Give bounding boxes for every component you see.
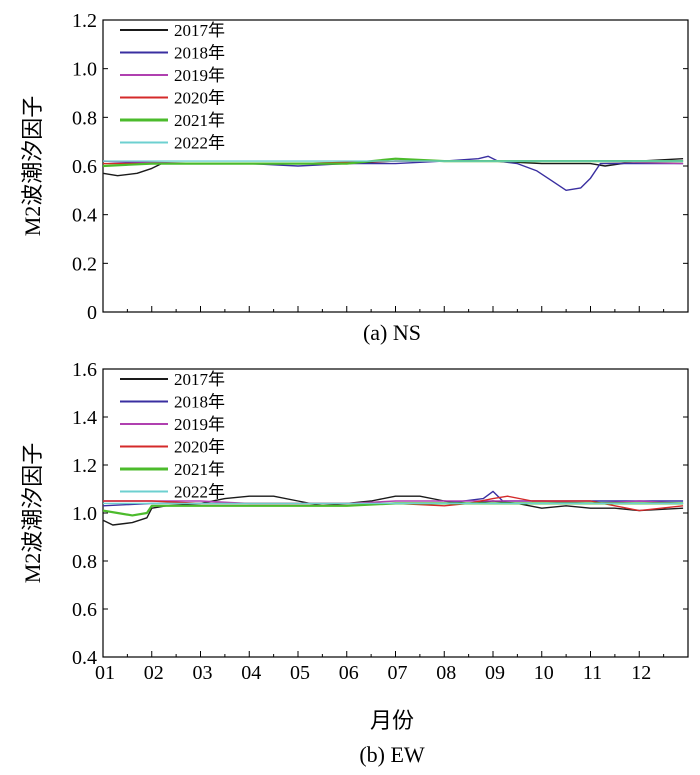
- legend-label: 2018年: [174, 393, 225, 412]
- plot-frame: [102, 19, 689, 313]
- y-tick-label: 0.8: [72, 107, 97, 129]
- legend-label: 2019年: [174, 66, 225, 85]
- y-tick-label: 0.6: [72, 599, 97, 621]
- legend-label: 2022年: [174, 483, 225, 502]
- chart-panel-ns: 0 0.2 0.4 0.6 0.8 1.0 1.2 M2波潮汐因子 2017年 2018年 2019…: [20, 10, 689, 345]
- y-axis-label: M2波潮汐因子: [20, 443, 45, 584]
- x-tick-label: 04: [241, 662, 261, 684]
- chart-panel-ew: 0.4 0.6 0.8 1.0 1.2 1.4 1.6 01 02 03 04 05 06 07 08 09 1…: [20, 359, 689, 767]
- panel-caption: (a) NS: [363, 320, 421, 345]
- series-line: [102, 502, 684, 517]
- y-tick-label: 1.2: [72, 10, 97, 32]
- y-tick-label: 1.0: [72, 59, 97, 81]
- legend-label: 2018年: [174, 44, 225, 63]
- x-tick-label: 06: [339, 662, 359, 684]
- x-tick-label: 03: [193, 662, 213, 684]
- y-tick-label: 1.6: [72, 359, 97, 381]
- x-tick-label: 10: [534, 662, 554, 684]
- legend-label: 2021年: [174, 111, 225, 130]
- plot-frame: [102, 368, 689, 658]
- x-tick-label: 02: [144, 662, 164, 684]
- x-tick-label: 12: [631, 662, 651, 684]
- x-tick-label: 11: [583, 662, 602, 684]
- x-tick-label: 01: [95, 662, 115, 684]
- x-tick-label: 08: [436, 662, 456, 684]
- y-tick-label: 1.0: [72, 503, 97, 525]
- y-tick-label: 0.6: [72, 156, 97, 178]
- legend-label: 2020年: [174, 89, 225, 108]
- legend-label: 2017年: [174, 21, 225, 40]
- legend-label: 2022年: [174, 134, 225, 153]
- y-axis-label: M2波潮汐因子: [20, 96, 45, 237]
- y-tick-label: 0.2: [72, 253, 97, 275]
- y-tick-label: 0.4: [72, 647, 97, 669]
- y-tick-label: 0.4: [72, 205, 97, 227]
- legend-label: 2021年: [174, 460, 225, 479]
- y-tick-label: 1.4: [72, 407, 97, 429]
- x-tick-label: 07: [388, 662, 408, 684]
- x-axis-label: 月份: [370, 708, 414, 733]
- y-tick-label: 1.2: [72, 455, 97, 477]
- x-tick-label: 05: [290, 662, 310, 684]
- legend-label: 2019年: [174, 415, 225, 434]
- y-tick-label: 0: [87, 302, 97, 324]
- y-tick-label: 0.8: [72, 551, 97, 573]
- x-tick-label: 09: [485, 662, 505, 684]
- legend-label: 2020年: [174, 438, 225, 457]
- legend-label: 2017年: [174, 370, 225, 389]
- panel-caption: (b) EW: [359, 742, 425, 767]
